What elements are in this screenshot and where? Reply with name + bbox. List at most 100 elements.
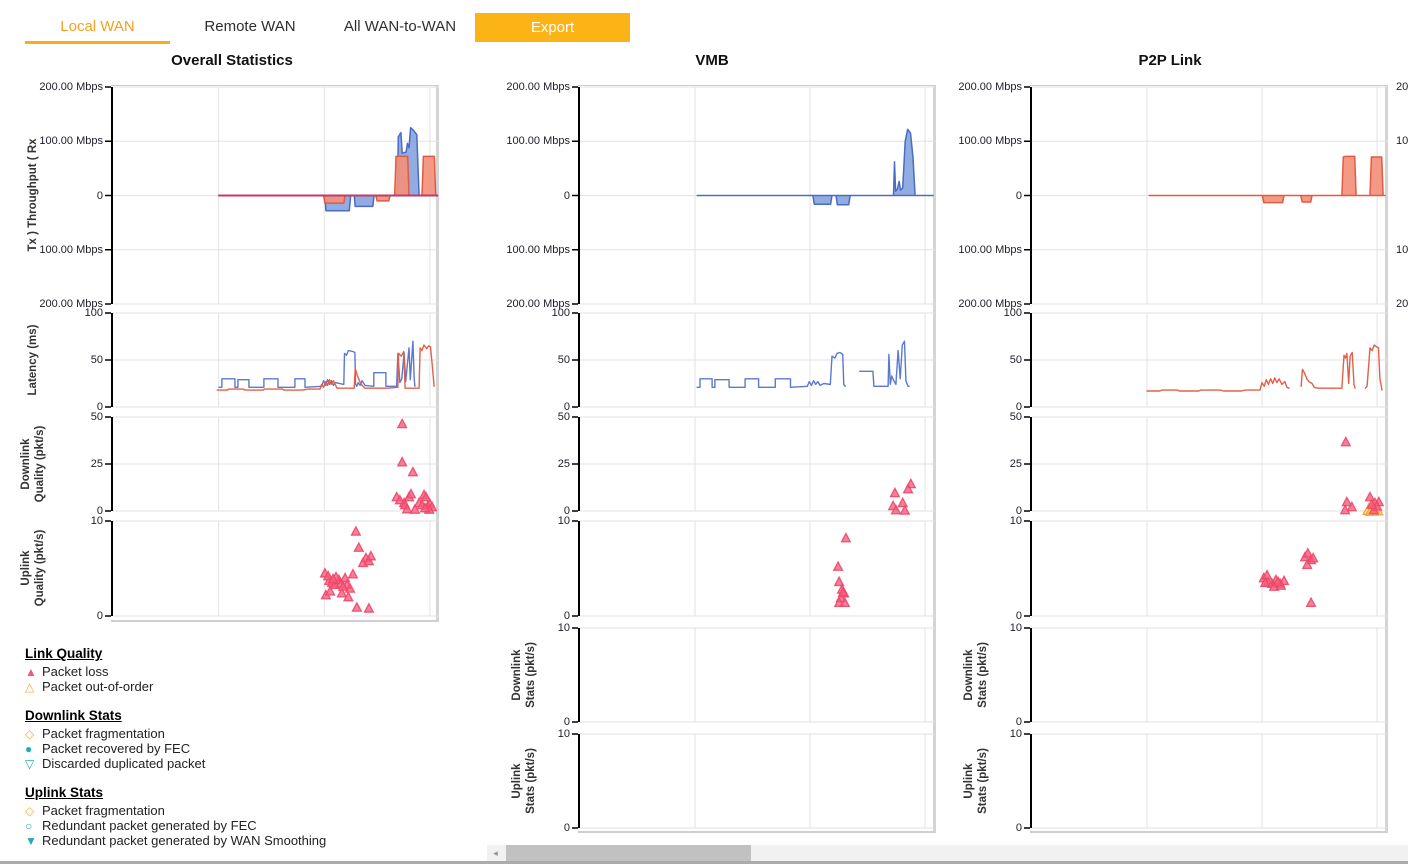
legend-group: Downlink Stats ◇ Packet fragmentation ● Pack… xyxy=(25,708,326,771)
legend-item: △ Packet out-of-order xyxy=(25,679,326,694)
tick-label: 0 xyxy=(1015,822,1022,834)
tick-label: 200.00 Mbps xyxy=(958,81,1022,93)
scroll-left-arrow-icon[interactable]: ◂ xyxy=(493,848,498,858)
legend-group-title: Link Quality xyxy=(25,646,103,661)
legend-item-label: Redundant packet generated by FEC xyxy=(42,818,257,833)
column-title-p2p: P2P Link xyxy=(1138,52,1202,69)
triangle-up-filled-icon: ▲ xyxy=(25,665,37,679)
tick-label: 100.00 Mbps xyxy=(506,135,570,148)
chart-p2p-throughput: 200.00 Mbps 100.00 Mbps 0 100.00 Mbps 200.00… xyxy=(958,81,1387,310)
scrollbar-thumb[interactable] xyxy=(506,845,751,861)
active-tab-underline xyxy=(25,41,170,44)
column-title-overall: Overall Statistics xyxy=(171,52,293,69)
tab-remote-wan-label: Remote WAN xyxy=(204,18,296,35)
tick-label: 200.00 Mbps xyxy=(39,81,103,93)
tick-label: 0 xyxy=(1015,716,1022,728)
tick-label: 0 xyxy=(96,505,103,517)
tick-label: 200.00 Mbps xyxy=(506,81,570,93)
chart-p2p-downlink-stats: 10 0 xyxy=(1010,622,1387,728)
column-title-vmb: VMB xyxy=(695,52,729,69)
tick-label: 0 xyxy=(563,505,570,517)
chart-block-p2p xyxy=(1030,85,1388,833)
tick-label: 0 xyxy=(1015,401,1022,413)
chart-vmb-uplink-quality: 10 0 xyxy=(558,515,935,622)
tick-label: 10 xyxy=(1009,728,1022,740)
chart-overall-throughput: 200.00 Mbps 100.00 Mbps 0 100.00 Mbps 200.00… xyxy=(39,81,439,310)
axis-label-vmb-downlink-stats: Downlink Stats (pkt/s) xyxy=(511,642,537,708)
tab-all-wan-to-wan[interactable]: All WAN-to-WAN xyxy=(336,12,464,42)
tick-label: 0 xyxy=(96,610,103,622)
circle-hollow-icon: ○ xyxy=(25,819,33,833)
tick-label: 10 xyxy=(90,515,103,527)
legend-item-label: Packet fragmentation xyxy=(42,803,165,818)
chart-block-vmb xyxy=(578,85,936,833)
tick-label: 100 xyxy=(84,307,103,319)
legend-item: ◇ Packet fragmentation xyxy=(25,726,326,741)
legend-item: ● Packet recovered by FEC xyxy=(25,741,326,756)
tick-label: 50 xyxy=(90,411,103,423)
circle-filled-icon: ● xyxy=(25,742,33,756)
axis-label-downlink-quality: Downlink Quality (pkt/s) xyxy=(20,425,46,503)
axis-label-throughput: Tx ) Throughput ( Rx xyxy=(27,138,39,252)
triangle-up-hollow-icon: △ xyxy=(25,680,35,694)
tick-label: 25 xyxy=(90,458,103,470)
horizontal-scrollbar[interactable]: ◂ xyxy=(487,845,1408,861)
tick-label: 100 xyxy=(551,307,570,319)
axis-label-latency: Latency (ms) xyxy=(27,324,39,396)
axis-label-vmb-uplink-stats: Uplink Stats (pkt/s) xyxy=(511,748,537,814)
partial-tick-label: 100.00 Mbps xyxy=(1396,244,1408,256)
diamond-hollow-icon: ◇ xyxy=(25,804,35,818)
tick-label: 10 xyxy=(557,728,570,740)
partial-tick-label: 100.00 Mbps xyxy=(1396,135,1408,147)
legend-item: ○ Redundant packet generated by FEC xyxy=(25,818,326,833)
legend-item: ◇ Packet fragmentation xyxy=(25,803,326,818)
chart-p2p-downlink-quality: 50 25 0 xyxy=(1010,411,1387,517)
tick-label: 200.00 Mbps xyxy=(39,298,103,310)
tick-label: 10 xyxy=(557,622,570,634)
tick-label: 10 xyxy=(1009,515,1022,527)
tick-label: 50 xyxy=(1009,411,1022,423)
legend-item-label: Packet loss xyxy=(42,664,109,679)
tick-label: 25 xyxy=(557,458,570,470)
tick-label: 100.00 Mbps xyxy=(506,243,570,256)
legend-group-title: Downlink Stats xyxy=(25,708,122,723)
tick-label: 100.00 Mbps xyxy=(39,135,103,148)
legend-item-label: Packet recovered by FEC xyxy=(42,741,191,756)
tab-remote-wan[interactable]: Remote WAN xyxy=(180,12,320,42)
chart-p2p-uplink-quality: 10 0 xyxy=(1010,515,1387,622)
tick-label: 50 xyxy=(557,411,570,423)
legend-item-label: Discarded duplicated packet xyxy=(42,756,206,771)
tick-label: 0 xyxy=(1015,610,1022,622)
triangle-down-hollow-icon: ▽ xyxy=(25,757,35,771)
tick-label: 0 xyxy=(563,401,570,413)
tick-label: 100.00 Mbps xyxy=(958,243,1022,256)
tick-label: 100.00 Mbps xyxy=(39,243,103,256)
legend-item: ▼ Redundant packet generated by WAN Smoot… xyxy=(25,833,326,848)
chart-overall-uplink-quality: 10 0 xyxy=(91,515,439,622)
tick-label: 25 xyxy=(1009,458,1022,470)
tick-label: 0 xyxy=(563,822,570,834)
legend-group: Uplink Stats ◇ Packet fragmentation ○ Redund… xyxy=(25,785,326,848)
legend-group-title: Uplink Stats xyxy=(25,785,104,800)
tick-label: 0 xyxy=(563,189,570,202)
tick-label: 50 xyxy=(1009,354,1022,366)
tick-label: 0 xyxy=(96,189,103,202)
legend-group: Link Quality ▲ Packet loss △ Packet out-of-o… xyxy=(25,646,326,694)
partial-tick-label: 200.00 Mbps xyxy=(1396,81,1408,93)
tab-local-wan[interactable]: Local WAN xyxy=(25,12,170,44)
tick-label: 200.00 Mbps xyxy=(506,298,570,310)
export-button[interactable]: Export xyxy=(475,13,630,42)
chart-vmb-uplink-stats: 10 0 xyxy=(558,728,935,834)
tick-label: 0 xyxy=(563,716,570,728)
tick-label: 100 xyxy=(1003,307,1022,319)
tick-label: 50 xyxy=(557,354,570,366)
chart-vmb-downlink-quality: 50 25 0 xyxy=(558,411,935,517)
legend-item: ▽ Discarded duplicated packet xyxy=(25,756,326,771)
tick-label: 0 xyxy=(1015,505,1022,517)
tick-label: 50 xyxy=(90,354,103,366)
chart-vmb-throughput: 200.00 Mbps 100.00 Mbps 0 100.00 Mbps 200.00… xyxy=(506,81,935,310)
legend-item-label: Packet fragmentation xyxy=(42,726,165,741)
diamond-hollow-icon: ◇ xyxy=(25,727,35,741)
chart-vmb-latency: 100 50 0 xyxy=(552,307,935,413)
chart-p2p-latency: 100 50 0 xyxy=(1004,307,1387,413)
